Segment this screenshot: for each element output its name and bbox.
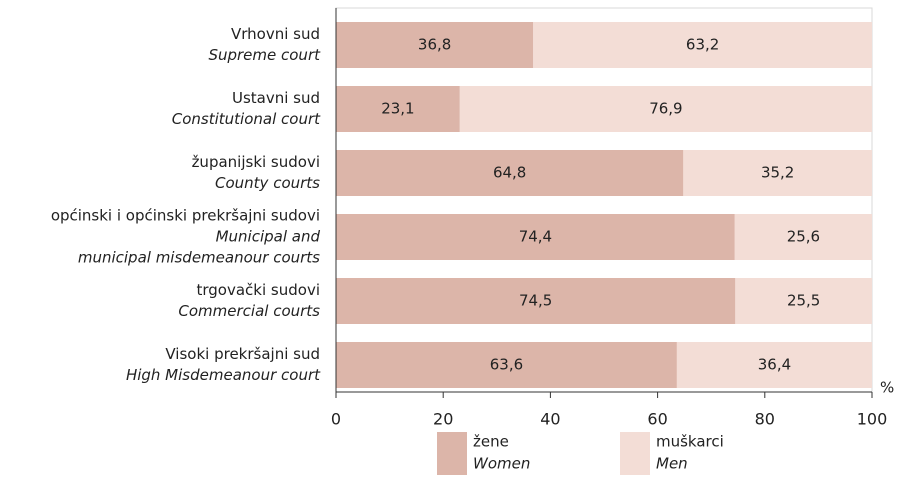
bar-segment — [683, 150, 872, 196]
value-label: 23,1 — [381, 100, 414, 118]
value-label: 36,4 — [758, 356, 791, 374]
category-label: Municipal and — [216, 228, 321, 246]
category-label: Visoki prekršajni sud — [165, 345, 320, 363]
bar-segment — [336, 22, 534, 68]
category-label: Ustavni sud — [232, 89, 320, 107]
value-label: 76,9 — [649, 100, 682, 118]
value-label: 74,4 — [519, 228, 552, 246]
bar-segment — [533, 22, 872, 68]
bar-segment — [735, 278, 872, 324]
legend-label: Women — [473, 455, 530, 473]
category-label: Supreme court — [208, 46, 321, 64]
value-label: 25,5 — [787, 292, 820, 310]
x-tick-label: 20 — [433, 410, 453, 429]
legend-label: muškarci — [656, 433, 724, 451]
legend-swatch — [620, 432, 650, 475]
category-label: County courts — [215, 174, 320, 192]
bar-segment — [336, 86, 460, 132]
x-tick-label: 100 — [857, 410, 888, 429]
x-tick-label: 0 — [331, 410, 341, 429]
legend-label: Men — [656, 455, 688, 473]
value-label: 63,6 — [490, 356, 523, 374]
category-label: municipal misdemeanour courts — [78, 249, 320, 267]
value-label: 35,2 — [761, 164, 794, 182]
bar-segment — [459, 86, 872, 132]
x-tick-label: 40 — [540, 410, 560, 429]
bar-segment — [336, 214, 735, 260]
bar-segment — [336, 150, 684, 196]
category-label: trgovački sudovi — [197, 281, 321, 299]
value-label: 25,6 — [787, 228, 820, 246]
category-label: Constitutional court — [172, 110, 321, 128]
legend-swatch — [437, 432, 467, 475]
category-label: Commercial courts — [178, 302, 320, 320]
x-axis-unit: % — [880, 379, 894, 397]
bar-segment — [336, 342, 677, 388]
category-label: općinski i općinski prekršajni sudovi — [51, 207, 320, 225]
value-label: 63,2 — [686, 36, 719, 54]
bar-segment — [336, 278, 736, 324]
bar-segment — [676, 342, 872, 388]
category-label: Vrhovni sud — [231, 25, 320, 43]
legend-label: žene — [473, 433, 509, 451]
x-tick-label: 60 — [647, 410, 667, 429]
category-label: High Misdemeanour court — [126, 366, 321, 384]
value-label: 74,5 — [519, 292, 552, 310]
category-label: županijski sudovi — [192, 153, 320, 171]
x-tick-label: 80 — [755, 410, 775, 429]
value-label: 36,8 — [418, 36, 451, 54]
value-label: 64,8 — [493, 164, 526, 182]
bar-segment — [734, 214, 872, 260]
